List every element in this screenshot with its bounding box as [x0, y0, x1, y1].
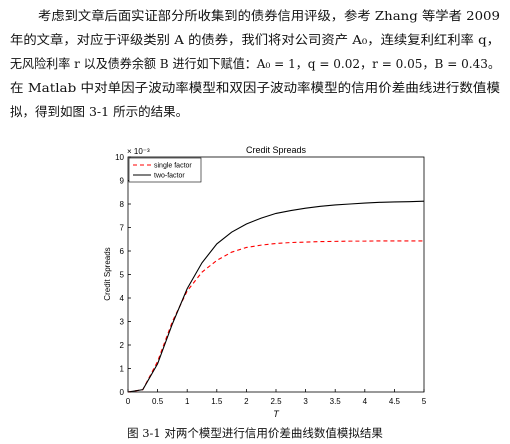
chart-title: Credit Spreads — [246, 145, 307, 155]
x-axis-label: T — [273, 409, 280, 419]
x-tick-label: 1 — [185, 397, 190, 406]
y-axis-label: Credit Spreads — [103, 247, 112, 300]
legend-box — [128, 157, 202, 183]
series-line — [127, 240, 424, 393]
x-tick-label: 0.5 — [152, 397, 164, 406]
legend-label: single factor — [154, 163, 192, 170]
y-tick-label: 8 — [120, 200, 125, 209]
y-tick-label: 7 — [120, 224, 125, 233]
paragraph-line: 无风险利率 r 以及债券余额 B 进行如下赋值：A₀ = 1，q = 0.02，… — [10, 56, 500, 71]
series-line — [127, 200, 425, 393]
plot-frame — [127, 156, 425, 393]
x-tick-label: 1.5 — [211, 397, 223, 406]
y-multiplier: × 10⁻³ — [127, 147, 150, 156]
paragraph-line: 在 Matlab 中对单因子波动率模型和双因子波动率模型的信用价差曲线进行数值模 — [10, 80, 501, 95]
y-tick-label: 0 — [120, 388, 125, 397]
y-tick-label: 9 — [120, 177, 125, 186]
y-tick-label: 6 — [120, 247, 125, 256]
x-tick-label: 0 — [126, 397, 131, 406]
x-tick-label: 5 — [422, 397, 427, 406]
legend-label: two-factor — [154, 173, 185, 180]
x-tick-label: 4.5 — [389, 397, 401, 406]
y-tick-label: 1 — [120, 365, 125, 374]
figure-caption: 图 3-1 对两个模型进行信用价差曲线数值模拟结果 — [127, 426, 383, 440]
x-tick-label: 4 — [363, 397, 368, 406]
x-tick-label: 3 — [303, 397, 308, 406]
x-tick-label: 2 — [244, 397, 249, 406]
paragraph-line: 拟，得到如图 3-1 所示的结果。 — [10, 104, 188, 119]
y-tick-label: 4 — [120, 294, 125, 303]
y-tick-label: 3 — [120, 318, 125, 327]
y-tick-label: 5 — [120, 271, 125, 280]
y-tick-label: 2 — [120, 341, 125, 350]
paragraph-line: 年的文章，对应于评级类别 A 的债券，我们将对公司资产 A₀，连续复利红利率 q… — [10, 32, 500, 47]
x-tick-label: 2.5 — [270, 397, 282, 406]
y-tick-label: 10 — [115, 153, 124, 162]
x-tick-label: 3.5 — [330, 397, 342, 406]
paragraph-line: 考虑到文章后面实证部分所收集到的债券信用评级，参考 Zhang 等学者 2009 — [38, 8, 500, 23]
